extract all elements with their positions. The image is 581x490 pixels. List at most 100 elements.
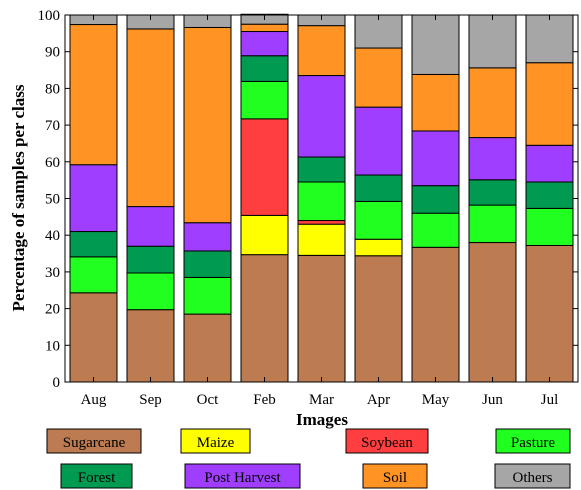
bar-segment-feb-sugarcane: [240, 254, 289, 383]
legend-label: Soybean: [361, 435, 413, 451]
bar-segment-apr-others: [354, 14, 403, 49]
legend-item-maize: Maize: [180, 428, 251, 454]
legend-item-forest: Forest: [60, 463, 133, 489]
bar-segment-apr-pasture: [354, 200, 403, 240]
bar-segment-feb-maize: [240, 214, 289, 256]
bar-segment-jul-forest: [525, 181, 574, 209]
bar-segment-sep-soil: [126, 28, 175, 208]
bar-segment-apr-maize: [354, 238, 403, 257]
legend-label: Others: [513, 470, 553, 486]
y-tick-label: 100: [38, 8, 61, 24]
bar-segment-mar-maize: [297, 223, 346, 256]
bar-segment-feb-soil: [240, 23, 289, 33]
bar-segment-aug-soil: [69, 24, 118, 166]
legend-label: Sugarcane: [63, 435, 126, 451]
legend-label: Post Harvest: [204, 470, 281, 486]
legend-item-post-harvest: Post Harvest: [184, 463, 301, 489]
bar-segment-oct-pasture: [183, 276, 232, 315]
bar-segment-apr-soil: [354, 47, 403, 108]
bar-segment-apr-post-harvest: [354, 106, 403, 176]
bar-segment-oct-forest: [183, 250, 232, 278]
legend-swatch: [494, 463, 571, 489]
bar-segment-jun-pasture: [468, 204, 517, 244]
legend: Sugarcane Maize Soybean Pasture Forest Post H…: [46, 428, 571, 489]
bar-segment-jun-post-harvest: [468, 137, 517, 181]
bar-segment-aug-sugarcane: [69, 292, 118, 383]
bar-segment-may-post-harvest: [411, 130, 460, 187]
bar-segment-jul-others: [525, 14, 574, 64]
bar-segment-may-soil: [411, 73, 460, 132]
bar-segment-may-pasture: [411, 212, 460, 248]
axes-group: Aug Sep Oct Feb Mar Apr May Jun Jul 0 10 20 30 40 50 60…: [38, 8, 579, 408]
bar-segment-jul-post-harvest: [525, 144, 574, 183]
bar-segment-jun-sugarcane: [468, 242, 517, 383]
legend-swatch: [60, 463, 133, 489]
bar-segment-oct-sugarcane: [183, 313, 232, 383]
bar-segment-feb-soybean: [240, 118, 289, 216]
bar-segment-may-forest: [411, 185, 460, 214]
x-tick-label: Jun: [482, 392, 503, 408]
legend-item-soybean: Soybean: [345, 428, 429, 454]
x-tick-label: Oct: [197, 392, 219, 408]
x-tick-label: Feb: [253, 392, 276, 408]
bar-segment-jun-forest: [468, 179, 517, 206]
bar-segment-mar-sugarcane: [297, 254, 346, 383]
bar-segment-oct-post-harvest: [183, 222, 232, 252]
legend-swatch: [180, 428, 251, 454]
x-tick-label: Jul: [541, 392, 559, 408]
x-tick-label: Mar: [309, 392, 334, 408]
bar-segment-may-others: [411, 14, 460, 75]
bar-segment-sep-sugarcane: [126, 309, 175, 383]
y-tick-label: 50: [45, 192, 60, 208]
bar-segment-feb-forest: [240, 55, 289, 82]
bar-segment-aug-pasture: [69, 256, 118, 294]
bar-segment-apr-forest: [354, 174, 403, 202]
bar-segment-jul-sugarcane: [525, 244, 574, 383]
x-tick-label: Aug: [81, 392, 107, 408]
bar-segment-sep-forest: [126, 245, 175, 274]
bar-segment-feb-post-harvest: [240, 31, 289, 57]
bar-segment-aug-forest: [69, 231, 118, 258]
bar-segment-jun-others: [468, 14, 517, 69]
legend-item-others: Others: [494, 463, 571, 489]
y-tick-label: 10: [45, 338, 60, 354]
y-tick-label: 80: [45, 81, 60, 97]
bar-segment-mar-soil: [297, 25, 346, 77]
y-tick-label: 90: [45, 45, 60, 61]
legend-label: Maize: [197, 435, 235, 451]
y-tick-label: 60: [45, 155, 60, 171]
bar-segment-apr-sugarcane: [354, 255, 403, 383]
bar-segment-mar-forest: [297, 156, 346, 183]
bar-segment-sep-pasture: [126, 272, 175, 311]
bar-segment-may-sugarcane: [411, 246, 460, 383]
y-tick-label: 0: [53, 375, 61, 391]
y-tick-label: 20: [45, 302, 60, 318]
legend-swatch: [184, 463, 301, 489]
legend-swatch: [362, 463, 428, 489]
legend-swatch: [345, 428, 429, 454]
legend-label: Pasture: [511, 435, 556, 451]
x-tick-label: Apr: [367, 392, 390, 408]
bar-segment-mar-pasture: [297, 181, 346, 222]
legend-label: Soil: [383, 470, 407, 486]
bar-segment-feb-pasture: [240, 80, 289, 120]
x-axis-title: Images: [296, 410, 348, 429]
bar-segment-jul-pasture: [525, 207, 574, 246]
bar-segment-jul-soil: [525, 62, 574, 146]
bar-segment-sep-post-harvest: [126, 206, 175, 247]
x-tick-label: Sep: [139, 392, 162, 408]
legend-item-pasture: Pasture: [495, 428, 571, 454]
y-tick-label: 30: [45, 265, 60, 281]
legend-swatch: [46, 428, 142, 454]
bar-segment-oct-soil: [183, 26, 232, 224]
bars-group: [69, 13, 574, 383]
legend-item-soil: Soil: [362, 463, 428, 489]
y-axis-title: Percentage of samples per class: [9, 84, 28, 311]
legend-item-sugarcane: Sugarcane: [46, 428, 142, 454]
bar-segment-aug-post-harvest: [69, 164, 118, 233]
bar-segment-jun-soil: [468, 67, 517, 139]
y-tick-label: 70: [45, 118, 60, 134]
legend-label: Forest: [78, 470, 116, 486]
legend-swatch: [495, 428, 571, 454]
